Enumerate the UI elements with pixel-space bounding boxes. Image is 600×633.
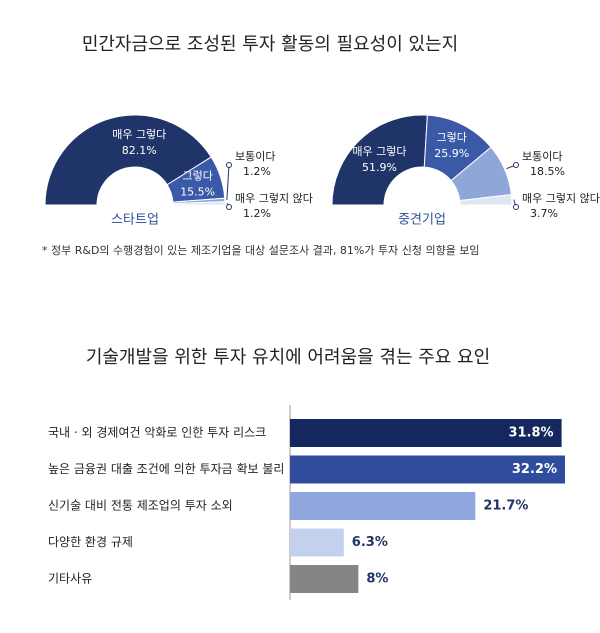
category-label: 다양한 환경 규제: [48, 535, 133, 549]
bar: [290, 528, 344, 557]
slice-value: 15.5%: [180, 185, 215, 198]
value-label: 8%: [366, 572, 388, 587]
slice-value: 51.9%: [362, 161, 397, 174]
pie-name: 스타트업: [111, 213, 159, 228]
bar: [290, 419, 562, 447]
category-label: 높은 금융권 대출 조건에 의한 투자금 확보 불리: [48, 462, 284, 476]
bar: [290, 565, 359, 593]
slice-label: 매우 그렇다: [352, 145, 406, 158]
slice-label: 그렇다: [436, 131, 466, 144]
leader-dot: [513, 162, 519, 168]
footnote: * 정부 R&D의 수행경험이 있는 제조기업을 대상 설문조사 결과, 81%…: [42, 244, 480, 257]
leader-dot: [513, 204, 519, 210]
slice-label: 그렇다: [182, 169, 212, 182]
slice: [459, 194, 513, 206]
slice-value: 25.9%: [434, 147, 469, 160]
category-label: 신기술 대비 전통 제조업의 투자 소외: [48, 499, 233, 513]
category-label: 기타사유: [48, 572, 92, 586]
slice: [331, 114, 428, 206]
slice-value: 18.5%: [530, 165, 565, 178]
chart-title: 기술개발을 위한 투자 유치에 어려움을 겪는 주요 요인: [86, 347, 490, 368]
slice: [44, 114, 212, 206]
leader-dot: [226, 162, 232, 168]
value-label: 31.8%: [508, 426, 553, 441]
value-label: 32.2%: [512, 462, 557, 477]
pie-name: 중견기업: [398, 213, 446, 228]
slice-label: 보통이다: [235, 150, 275, 163]
slice-label: 매우 그렇다: [112, 128, 166, 141]
slice-label: 매우 그렇지 않다: [522, 192, 600, 205]
bar: [290, 492, 476, 520]
value-label: 6.3%: [352, 535, 388, 550]
slice-value: 3.7%: [530, 207, 558, 220]
slice-value: 82.1%: [122, 144, 157, 157]
slice-value: 1.2%: [243, 165, 271, 178]
slice-label: 보통이다: [522, 150, 562, 163]
chart-title: 민간자금으로 조성된 투자 활동의 필요성이 있는지: [82, 34, 458, 55]
slice-label: 매우 그렇지 않다: [235, 192, 313, 205]
slice-value: 1.2%: [243, 207, 271, 220]
category-label: 국내 · 외 경제여건 악화로 인한 투자 리스크: [48, 426, 266, 440]
leader-dot: [226, 204, 232, 210]
leader-line: [226, 164, 230, 200]
value-label: 21.7%: [483, 499, 528, 514]
bar: [290, 455, 565, 484]
slice: [172, 201, 226, 206]
